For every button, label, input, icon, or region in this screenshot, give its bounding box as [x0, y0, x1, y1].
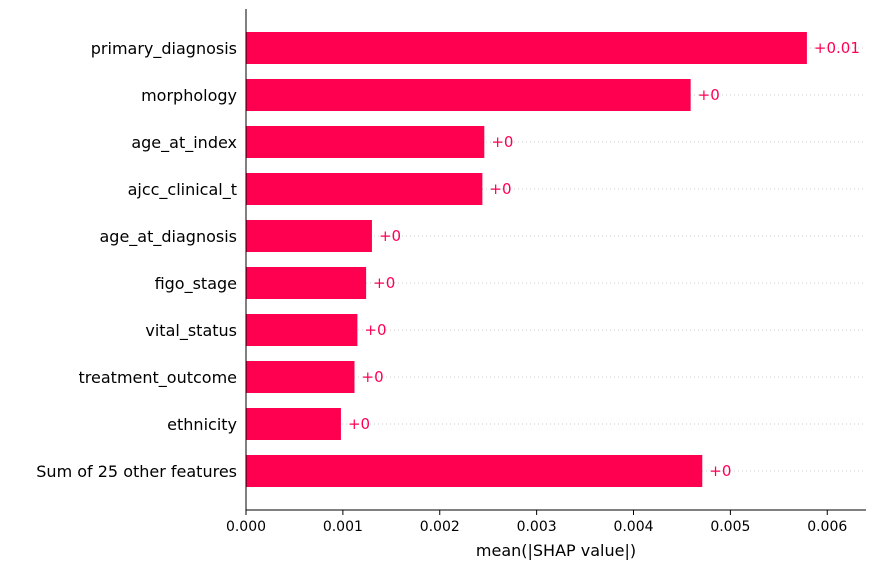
x-tick-label-4: 0.004 [613, 519, 653, 535]
x-tick-label-2: 0.002 [420, 519, 460, 535]
x-tick-label-3: 0.003 [517, 519, 557, 535]
x-axis-title: mean(|SHAP value|) [476, 541, 636, 560]
bar-1 [246, 79, 691, 111]
value-label-1: +0 [698, 86, 720, 104]
value-label-3: +0 [489, 180, 511, 198]
category-label-6: vital_status [145, 321, 237, 341]
category-labels: primary_diagnosis morphology age_at_indexa… [36, 39, 237, 481]
bar-3 [246, 173, 483, 205]
bar-5 [246, 267, 367, 299]
value-label-7: +0 [362, 368, 384, 386]
category-label-5: figo_stage [155, 274, 237, 294]
value-label-6: +0 [364, 321, 386, 339]
bar-6 [246, 314, 358, 346]
bar-4 [246, 220, 372, 252]
value-label-0: +0.01 [814, 39, 860, 57]
axes: 0.000 0.001 0.002 0.003 0.004 0.005 0.006 [226, 9, 866, 535]
category-label-1: morphology [141, 86, 237, 105]
category-label-9: Sum of 25 other features [36, 462, 237, 481]
value-label-9: +0 [709, 462, 731, 480]
bar-7 [246, 361, 355, 393]
value-labels: +0.01 +0 +0 +0 +0 +0 +0 +0 +0 +0 [348, 39, 860, 480]
category-label-3: ajcc_clinical_t [128, 180, 237, 200]
x-tick-label-1: 0.001 [323, 519, 363, 535]
category-label-4: age_at_diagnosis [100, 227, 238, 247]
category-label-7: treatment_outcome [79, 368, 237, 388]
category-label-0: primary_diagnosis [91, 39, 237, 59]
bar-9 [246, 455, 703, 487]
value-label-4: +0 [379, 227, 401, 245]
value-label-2: +0 [491, 133, 513, 151]
value-label-8: +0 [348, 415, 370, 433]
x-tick-label-6: 0.006 [807, 519, 847, 535]
bars [246, 32, 807, 487]
bar-2 [246, 126, 485, 158]
x-tick-label-5: 0.005 [710, 519, 750, 535]
category-label-8: ethnicity [167, 415, 237, 434]
gridlines [246, 47, 866, 472]
x-tick-label-0: 0.000 [226, 519, 266, 535]
bar-0 [246, 32, 807, 64]
category-label-2: age_at_index [131, 133, 237, 153]
bar-8 [246, 408, 341, 440]
value-label-5: +0 [373, 274, 395, 292]
